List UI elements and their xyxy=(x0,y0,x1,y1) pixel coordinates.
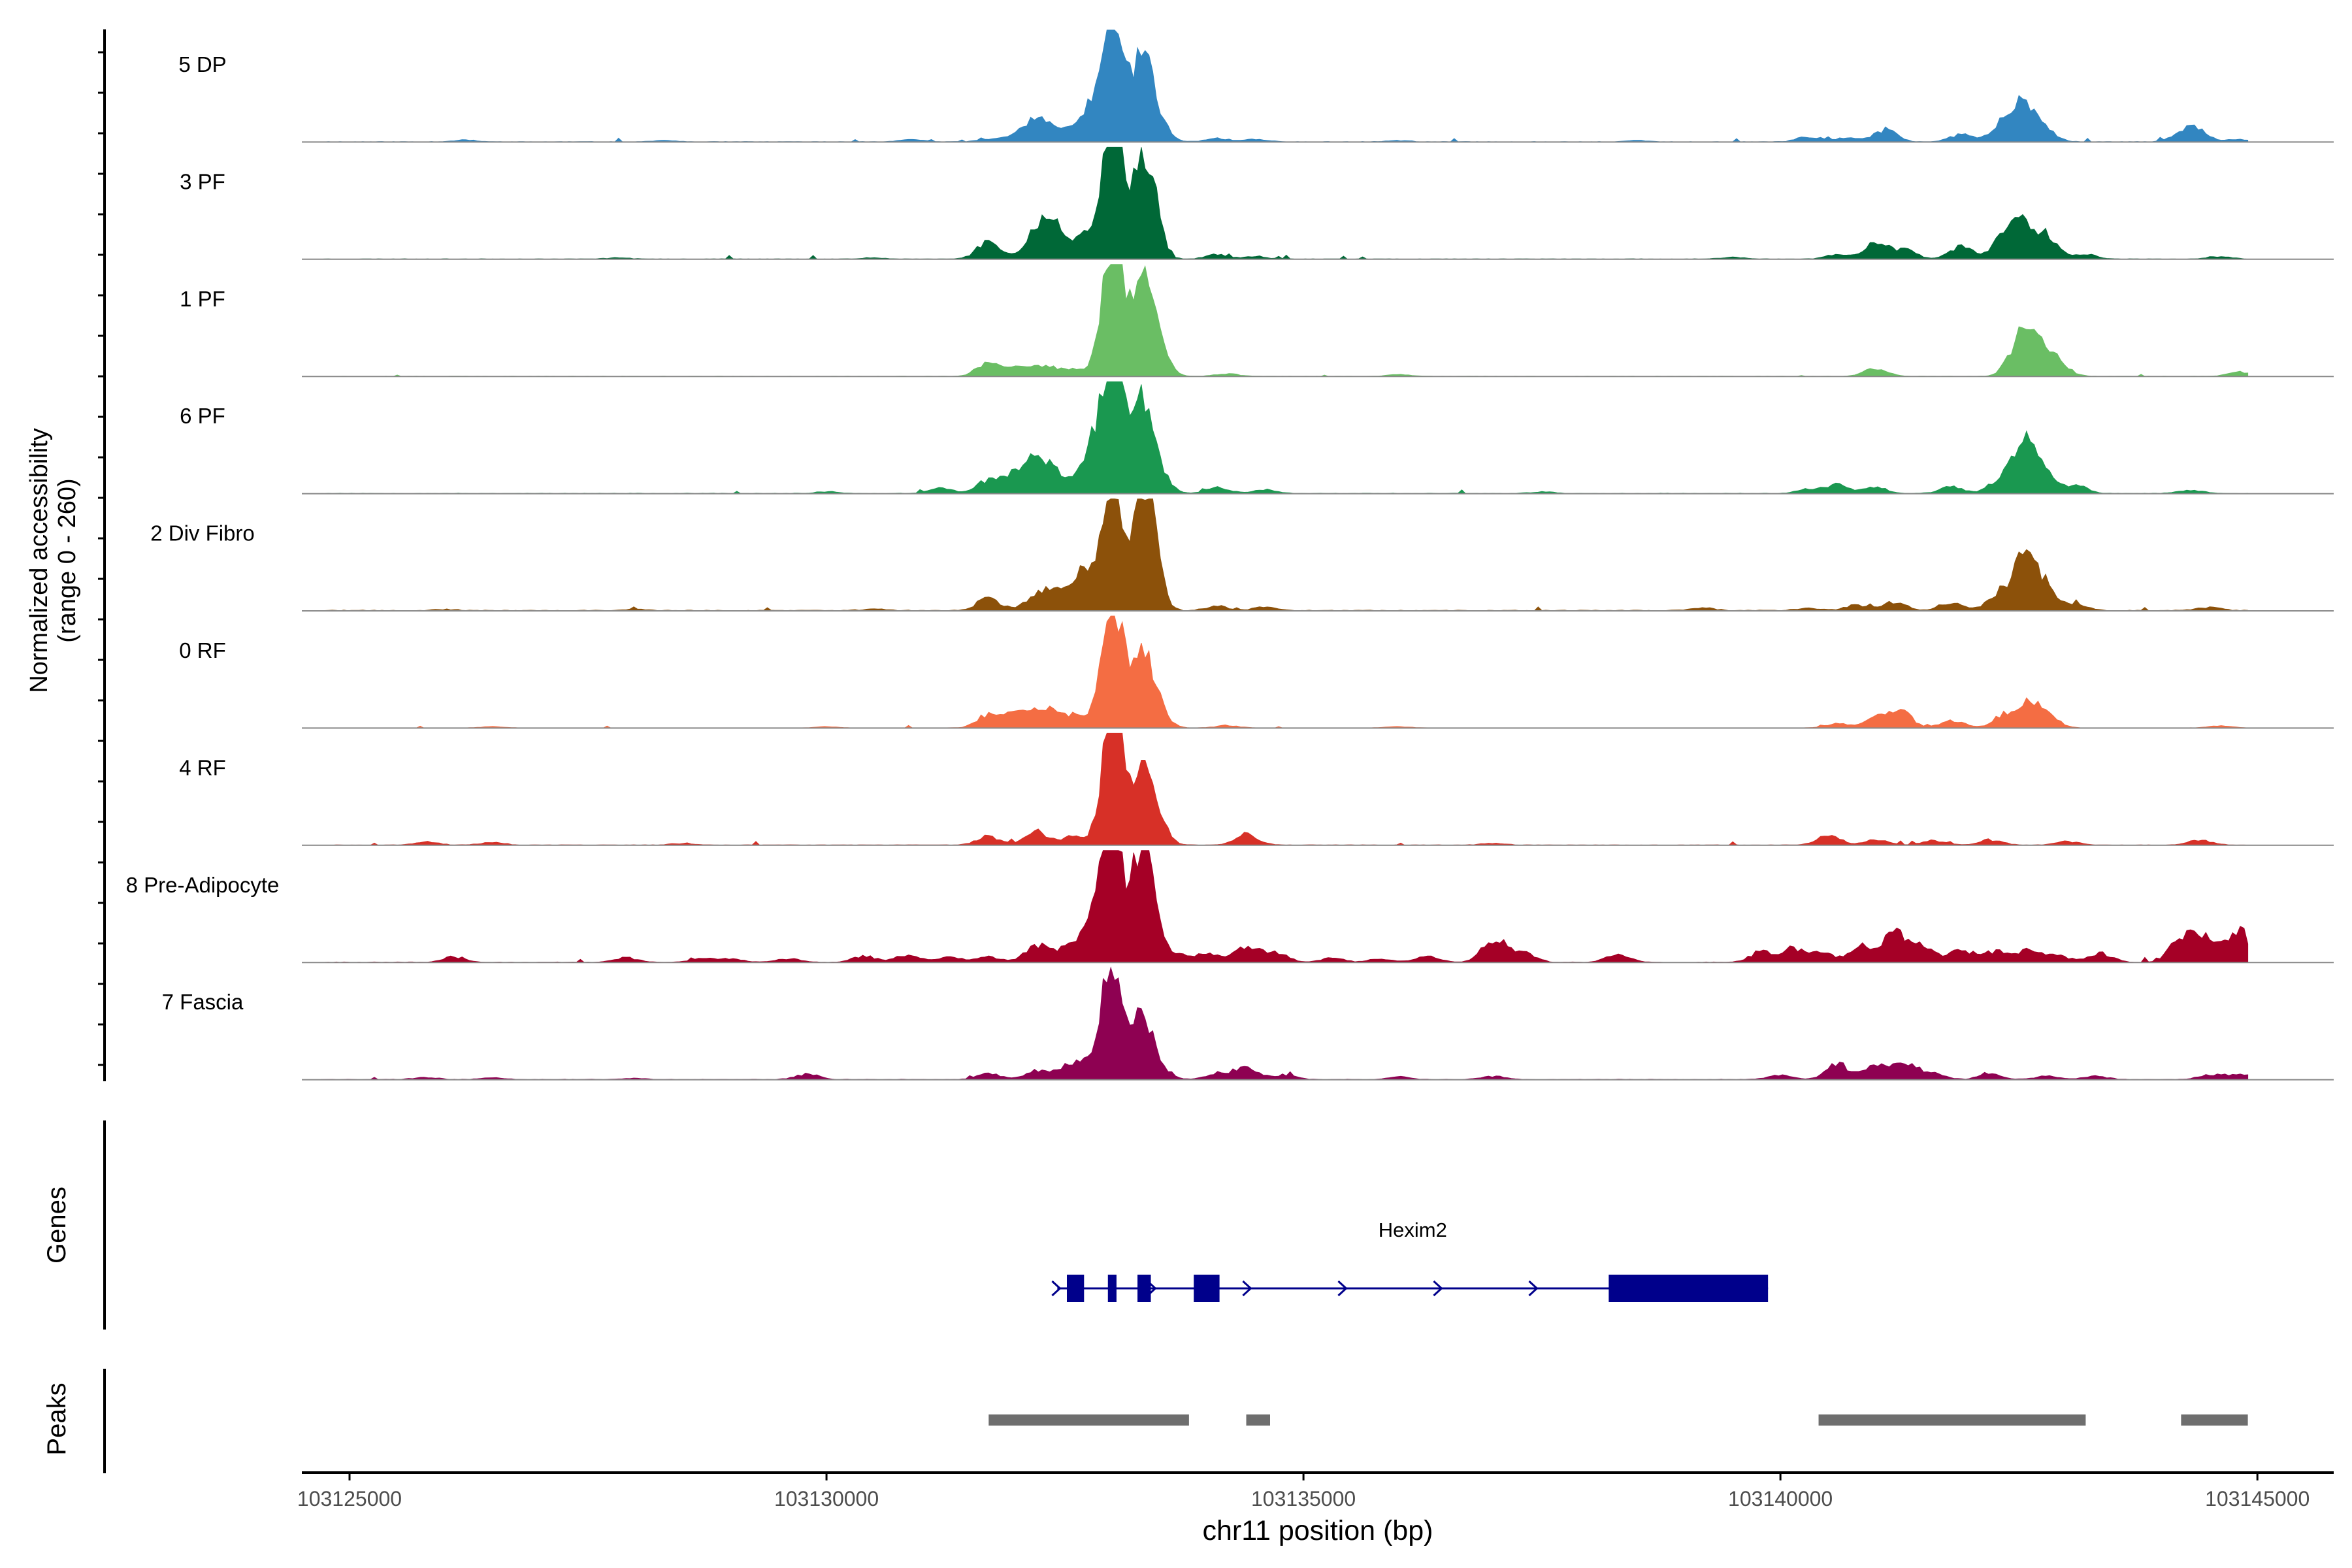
gene-strand-arrow xyxy=(1051,1280,1062,1297)
track-5-dp: 5 DP xyxy=(178,29,2334,143)
gene-strand-arrow xyxy=(1337,1280,1348,1297)
gene-strand-arrow xyxy=(1528,1280,1539,1297)
peak-region xyxy=(1246,1414,1270,1426)
coverage-y-ticks xyxy=(98,51,105,1066)
track-label: 4 RF xyxy=(179,755,226,779)
track-6-pf: 6 PF xyxy=(180,381,2334,495)
track-label: 2 Div Fibro xyxy=(150,521,255,546)
peaks-track xyxy=(988,1414,2248,1426)
gene-exon xyxy=(1609,1275,1769,1302)
coverage-tracks: 5 DP 3 PF 1 PF 6 PF 2 Div Fibro 0 RF 4 RF 8 Pre… xyxy=(126,29,2334,1081)
gene-exon xyxy=(1107,1275,1117,1302)
x-tick-label: 103145000 xyxy=(2205,1487,2310,1511)
track-label: 7 Fascia xyxy=(162,990,244,1014)
track-coverage-area xyxy=(320,498,2249,612)
x-tick-label: 103140000 xyxy=(1728,1487,1833,1511)
x-tick-label: 103130000 xyxy=(774,1487,879,1511)
track-7-fascia: 7 Fascia xyxy=(162,966,2334,1081)
peak-region xyxy=(988,1414,1189,1426)
gene-exon xyxy=(1066,1275,1085,1302)
track-8-pre-adipocyte: 8 Pre-Adipocyte xyxy=(126,850,2334,964)
track-0-rf: 0 RF xyxy=(179,615,2334,729)
track-1-pf: 1 PF xyxy=(180,264,2334,378)
track-label: 8 Pre-Adipocyte xyxy=(126,873,280,897)
peaks-panel-label: Peaks xyxy=(42,1382,71,1455)
track-coverage-area xyxy=(320,850,2249,963)
track-4-rf: 4 RF xyxy=(179,732,2334,846)
gene-strand-arrow xyxy=(1242,1280,1252,1297)
genes-panel-label: Genes xyxy=(42,1186,71,1264)
gene-strand-arrow xyxy=(1433,1280,1443,1297)
track-label: 5 DP xyxy=(178,52,226,76)
track-label: 3 PF xyxy=(180,169,225,193)
track-2-div-fibro: 2 Div Fibro xyxy=(150,498,2334,612)
track-3-pf: 3 PF xyxy=(180,146,2334,260)
peak-region xyxy=(2181,1414,2248,1426)
gene-exon xyxy=(1194,1275,1220,1302)
gene-name-label: Hexim2 xyxy=(1379,1218,1447,1241)
track-label: 6 PF xyxy=(180,404,225,428)
x-tick-label: 103125000 xyxy=(297,1487,402,1511)
track-coverage-area xyxy=(320,966,2249,1081)
y-axis-label-line1: Normalized accessibility xyxy=(25,428,53,693)
peak-region xyxy=(1818,1414,2086,1426)
gene-exon xyxy=(1137,1275,1151,1302)
gene-track: Hexim2 xyxy=(1051,1218,1769,1302)
track-label: 0 RF xyxy=(179,638,226,662)
track-label: 1 PF xyxy=(180,287,225,311)
y-axis-label-line2: (range 0 - 260) xyxy=(54,478,81,642)
x-axis-label: chr11 position (bp) xyxy=(1203,1515,1433,1546)
x-axis-ticks: 103125000 103130000 103135000 103140000 1031… xyxy=(297,1473,2310,1511)
x-tick-label: 103135000 xyxy=(1251,1487,1356,1511)
